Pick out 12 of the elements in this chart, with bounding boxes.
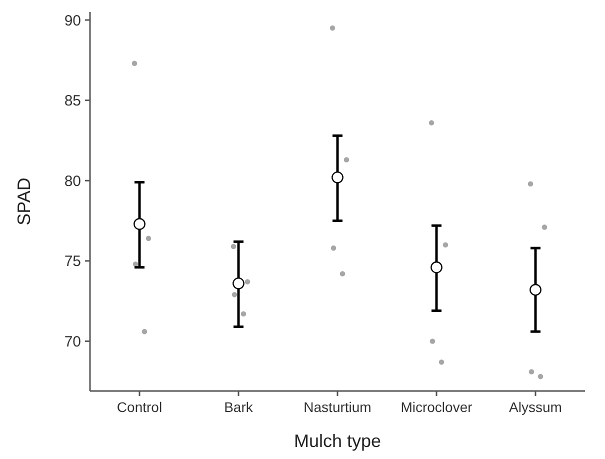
y-tick-label: 80 (64, 172, 81, 190)
x-axis-title: Mulch type (294, 431, 382, 451)
y-tick-label: 85 (64, 92, 81, 110)
y-tick-label: 90 (64, 12, 81, 30)
x-tick-label: Bark (224, 399, 254, 415)
y-tick-label: 70 (64, 333, 81, 350)
x-tick-label: Microclover (400, 399, 473, 415)
x-tick-label: Nasturtium (304, 399, 372, 415)
x-tick-label: Control (116, 399, 162, 415)
x-tick-label: Alyssum (509, 399, 562, 415)
y-axis-title: SPAD (14, 178, 34, 226)
y-tick-label: 75 (64, 253, 81, 270)
